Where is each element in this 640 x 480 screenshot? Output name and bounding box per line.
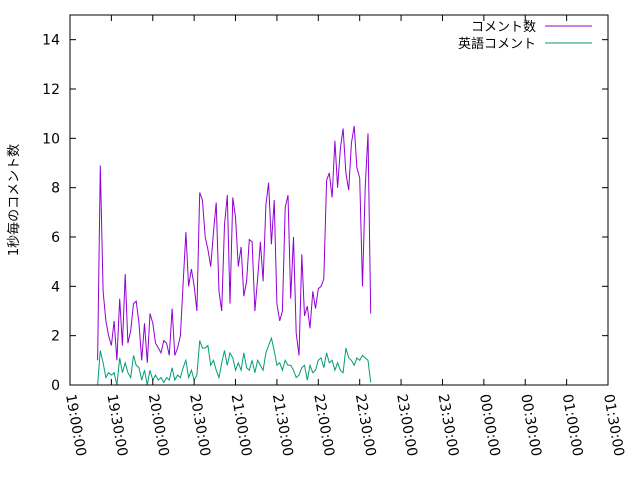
y-axis: 0 2 4 6 8 10 12 14 bbox=[42, 33, 608, 394]
x-tick-label: 00:00:00 bbox=[476, 393, 503, 458]
x-tick-label: 22:00:00 bbox=[310, 393, 337, 458]
x-axis: 19:00:00 19:30:00 20:00:00 20:30:00 21:00:00… bbox=[62, 15, 627, 458]
y-tick-label: 10 bbox=[42, 131, 60, 147]
x-tick-label: 23:00:00 bbox=[393, 393, 420, 458]
x-tick-label: 20:30:00 bbox=[186, 393, 213, 458]
series-line-1 bbox=[97, 125, 372, 363]
x-tick-label: 00:30:00 bbox=[517, 393, 544, 458]
x-tick-label: 23:30:00 bbox=[435, 393, 462, 458]
y-tick-label: 14 bbox=[42, 33, 60, 49]
x-tick-label: 19:00:00 bbox=[62, 393, 89, 458]
y-tick-label: 0 bbox=[51, 378, 60, 394]
x-tick-label: 01:00:00 bbox=[559, 393, 586, 458]
x-tick-label: 21:00:00 bbox=[228, 393, 255, 458]
legend-label: 英語コメント bbox=[458, 36, 536, 52]
x-tick-label: 20:00:00 bbox=[145, 393, 172, 458]
series-lines bbox=[97, 125, 372, 386]
x-tick-label: 21:30:00 bbox=[269, 393, 296, 458]
y-axis-label: 1秒毎のコメント数 bbox=[6, 144, 22, 256]
y-tick-label: 6 bbox=[51, 230, 60, 246]
x-tick-label: 19:30:00 bbox=[103, 393, 130, 458]
x-tick-label: 22:30:00 bbox=[352, 393, 379, 458]
x-tick-label: 01:30:00 bbox=[600, 393, 627, 458]
legend-label: コメント数 bbox=[471, 20, 536, 35]
y-tick-label: 2 bbox=[51, 329, 60, 345]
y-tick-label: 8 bbox=[51, 181, 60, 197]
y-tick-label: 4 bbox=[51, 279, 60, 295]
series-line-2 bbox=[97, 336, 372, 386]
plot-frame bbox=[69, 14, 609, 386]
y-tick-label: 12 bbox=[42, 82, 60, 98]
